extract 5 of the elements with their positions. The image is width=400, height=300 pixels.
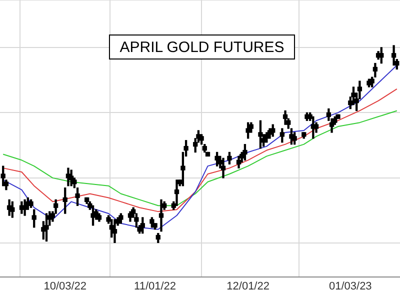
x-tick-label: 11/01/22	[134, 280, 176, 292]
x-tick-label: 01/03/23	[328, 280, 372, 292]
x-tick-label: 12/01/22	[226, 280, 270, 292]
chart-title: APRIL GOLD FUTURES	[120, 39, 284, 56]
x-tick-label: 10/03/22	[44, 280, 87, 292]
